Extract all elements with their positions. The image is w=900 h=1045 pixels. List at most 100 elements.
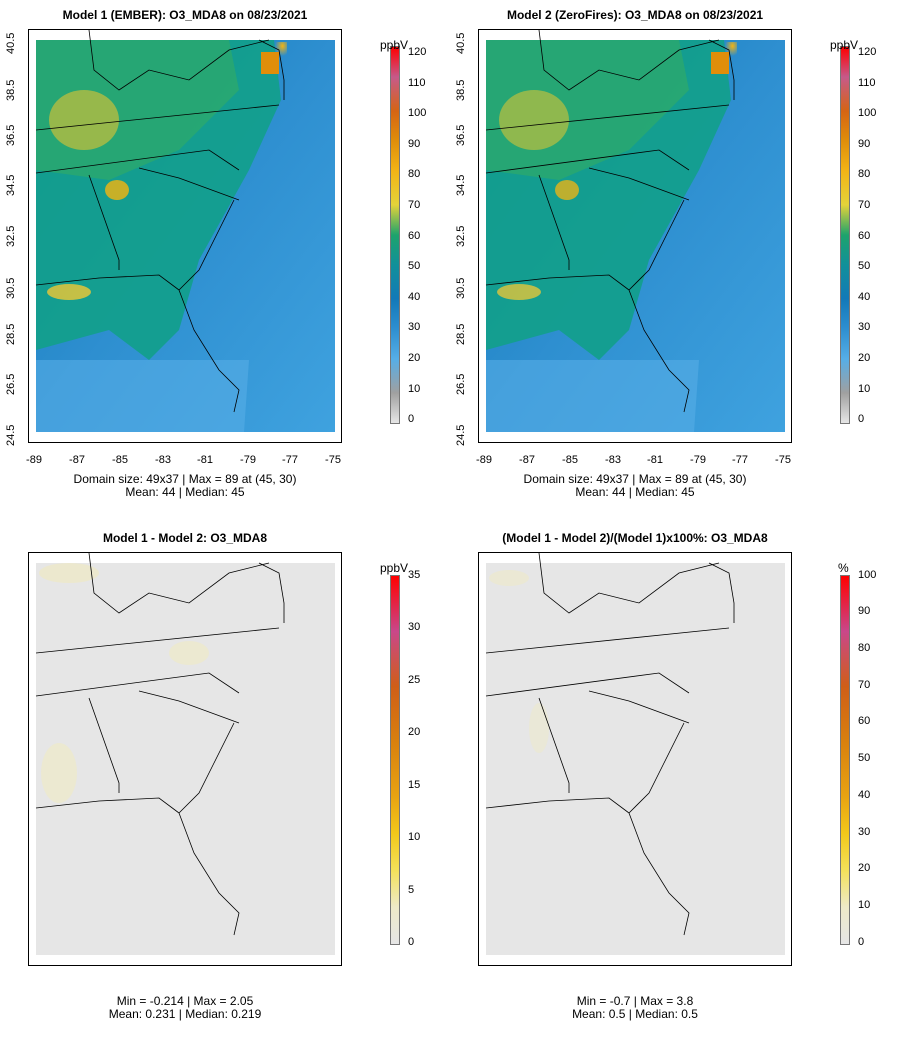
panel3-cb-tick: 35 bbox=[408, 569, 421, 581]
panel1-map-frame bbox=[28, 29, 342, 443]
panel1-x-tick-label: -79 bbox=[240, 454, 256, 466]
panel2-cb-tick: 100 bbox=[858, 107, 877, 119]
panel1-y-tick-label: 34.5 bbox=[5, 174, 17, 196]
panel1-y-tick-label: 26.5 bbox=[5, 373, 17, 395]
panel2-cb-tick: 30 bbox=[858, 321, 871, 333]
panel3-map bbox=[35, 553, 335, 955]
panel3-cb-tick: 15 bbox=[408, 779, 421, 791]
panel2-colorbar bbox=[840, 46, 850, 424]
panel3-stats-line1: Min = -0.214 | Max = 2.05 bbox=[116, 994, 254, 1008]
panel4-cb-tick: 100 bbox=[858, 569, 877, 581]
panel3-cb-tick: 0 bbox=[408, 936, 415, 948]
panel1-title: Model 1 (EMBER): O3_MDA8 on 08/23/2021 bbox=[62, 8, 308, 22]
panel1-y-tick-label: 36.5 bbox=[5, 124, 17, 146]
panel1-y-tick-label: 24.5 bbox=[5, 424, 17, 446]
panel2-cb-tick: 110 bbox=[858, 77, 876, 89]
panel1-stats-line1: Domain size: 49x37 | Max = 89 at (45, 30… bbox=[73, 472, 297, 486]
panel2-y-tick-label: 40.5 bbox=[455, 32, 467, 54]
panel1-y-tick-label: 32.5 bbox=[5, 225, 17, 247]
panel3-colorbar bbox=[390, 575, 400, 945]
panel3-cb-tick: 30 bbox=[408, 621, 421, 633]
panel2-y-tick-label: 36.5 bbox=[455, 124, 467, 146]
panel1-y-tick-label: 38.5 bbox=[5, 79, 17, 101]
panel1-y-tick-label: 40.5 bbox=[5, 32, 17, 54]
panel2-x-tick-label: -87 bbox=[519, 454, 535, 466]
panel2-stats-line2: Mean: 44 | Median: 45 bbox=[575, 485, 695, 499]
panel2-x-tick-label: -79 bbox=[690, 454, 706, 466]
panel4-cb-tick: 30 bbox=[858, 826, 871, 838]
panel1-cb-tick: 90 bbox=[408, 138, 421, 150]
panel1-x-tick-label: -83 bbox=[155, 454, 171, 466]
panel1-cb-tick: 120 bbox=[408, 46, 427, 58]
panel4-cb-tick: 90 bbox=[858, 605, 871, 617]
panel1-x-tick-label: -87 bbox=[69, 454, 85, 466]
panel2-x-tick-label: -77 bbox=[732, 454, 748, 466]
panel3-map-frame bbox=[28, 552, 342, 966]
panel1-x-tick-label: -81 bbox=[197, 454, 213, 466]
panel4-colorbar-unit: % bbox=[838, 561, 849, 575]
panel2-cb-tick: 60 bbox=[858, 230, 871, 242]
panel2-stats-line1: Domain size: 49x37 | Max = 89 at (45, 30… bbox=[523, 472, 747, 486]
panel2-y-tick-label: 24.5 bbox=[455, 424, 467, 446]
panel1-colorbar-unit: ppbV bbox=[380, 38, 409, 52]
panel1-x-tick-label: -85 bbox=[112, 454, 128, 466]
panel2-cb-tick: 120 bbox=[858, 46, 877, 58]
panel4-cb-tick: 50 bbox=[858, 752, 871, 764]
panel1-map bbox=[35, 30, 335, 432]
panel4-map-frame bbox=[478, 552, 792, 966]
panel1-stats: Domain size: 49x37 | Max = 89 at (45, 30… bbox=[28, 473, 342, 499]
panel1-y-tick-label: 30.5 bbox=[5, 277, 17, 299]
panel1-cb-tick: 40 bbox=[408, 291, 421, 303]
panel1-cb-tick: 0 bbox=[408, 413, 415, 425]
panel4-map bbox=[485, 553, 785, 955]
panel4-cb-tick: 60 bbox=[858, 715, 871, 727]
panel4-cb-tick: 70 bbox=[858, 679, 871, 691]
panel4-stats: Min = -0.7 | Max = 3.8 Mean: 0.5 | Media… bbox=[478, 995, 792, 1021]
panel1-cb-tick: 110 bbox=[408, 77, 426, 89]
panel1-stats-line2: Mean: 44 | Median: 45 bbox=[125, 485, 245, 499]
panel2-cb-tick: 0 bbox=[858, 413, 865, 425]
panel2-y-tick-label: 38.5 bbox=[455, 79, 467, 101]
panel2-x-tick-label: -83 bbox=[605, 454, 621, 466]
panel1-cb-tick: 20 bbox=[408, 352, 421, 364]
panel3-stats: Min = -0.214 | Max = 2.05 Mean: 0.231 | … bbox=[28, 995, 342, 1021]
panel2-x-tick-label: -89 bbox=[476, 454, 492, 466]
panel2-cb-tick: 90 bbox=[858, 138, 871, 150]
panel2-y-tick-label: 30.5 bbox=[455, 277, 467, 299]
panel2-map-frame bbox=[478, 29, 792, 443]
panel4-cb-tick: 10 bbox=[858, 899, 871, 911]
panel2-cb-tick: 10 bbox=[858, 383, 871, 395]
panel3-colorbar-unit: ppbV bbox=[380, 561, 409, 575]
panel2-y-tick-label: 32.5 bbox=[455, 225, 467, 247]
panel4-stats-line2: Mean: 0.5 | Median: 0.5 bbox=[572, 1007, 698, 1021]
panel2-colorbar-unit: ppbV bbox=[830, 38, 859, 52]
panel2-cb-tick: 50 bbox=[858, 260, 871, 272]
panel2-cb-tick: 80 bbox=[858, 168, 871, 180]
panel4-cb-tick: 0 bbox=[858, 936, 865, 948]
panel2-title: Model 2 (ZeroFires): O3_MDA8 on 08/23/20… bbox=[506, 8, 764, 22]
panel3-cb-tick: 5 bbox=[408, 884, 415, 896]
panel3-title: Model 1 - Model 2: O3_MDA8 bbox=[102, 531, 268, 545]
panel1-x-tick-label: -77 bbox=[282, 454, 298, 466]
panel4-stats-line1: Min = -0.7 | Max = 3.8 bbox=[576, 994, 694, 1008]
panel1-cb-tick: 30 bbox=[408, 321, 421, 333]
panel4-cb-tick: 40 bbox=[858, 789, 871, 801]
panel2-x-tick-label: -81 bbox=[647, 454, 663, 466]
panel4-title: (Model 1 - Model 2)/(Model 1)x100%: O3_M… bbox=[502, 531, 768, 545]
panel4-cb-tick: 20 bbox=[858, 862, 871, 874]
panel1-x-tick-label: -75 bbox=[325, 454, 341, 466]
panel2-y-tick-label: 26.5 bbox=[455, 373, 467, 395]
panel1-cb-tick: 70 bbox=[408, 199, 421, 211]
panel3-stats-line2: Mean: 0.231 | Median: 0.219 bbox=[108, 1007, 262, 1021]
panel2-cb-tick: 70 bbox=[858, 199, 871, 211]
panel1-cb-tick: 100 bbox=[408, 107, 427, 119]
panel2-stats: Domain size: 49x37 | Max = 89 at (45, 30… bbox=[478, 473, 792, 499]
panel2-cb-tick: 40 bbox=[858, 291, 871, 303]
panel1-cb-tick: 50 bbox=[408, 260, 421, 272]
panel2-x-tick-label: -85 bbox=[562, 454, 578, 466]
panel3-cb-tick: 25 bbox=[408, 674, 421, 686]
panel2-cb-tick: 20 bbox=[858, 352, 871, 364]
panel2-x-tick-label: -75 bbox=[775, 454, 791, 466]
panel2-y-tick-label: 34.5 bbox=[455, 174, 467, 196]
panel4-colorbar bbox=[840, 575, 850, 945]
